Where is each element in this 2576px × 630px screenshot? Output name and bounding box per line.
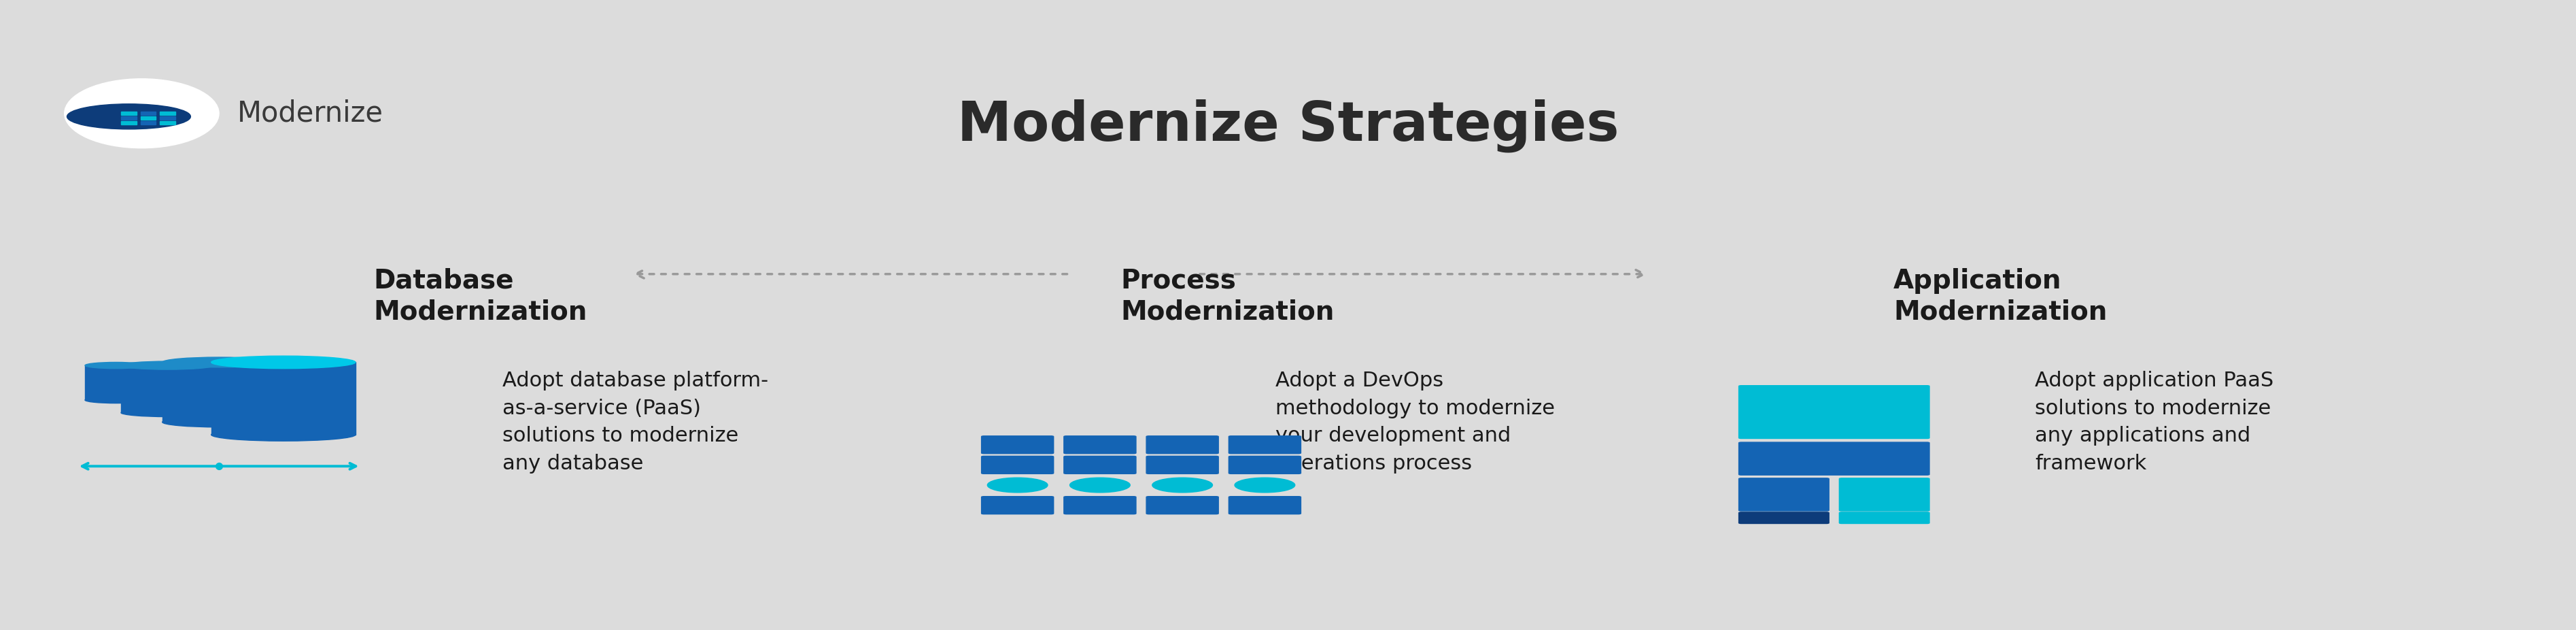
FancyBboxPatch shape: [1229, 496, 1301, 514]
Text: Database
Modernization: Database Modernization: [374, 268, 587, 324]
FancyBboxPatch shape: [1146, 496, 1218, 514]
FancyBboxPatch shape: [1064, 496, 1136, 514]
Ellipse shape: [121, 362, 214, 369]
Ellipse shape: [64, 79, 219, 148]
FancyBboxPatch shape: [1064, 436, 1136, 454]
FancyBboxPatch shape: [121, 365, 214, 413]
Ellipse shape: [162, 357, 276, 367]
Ellipse shape: [211, 428, 355, 441]
FancyBboxPatch shape: [1064, 456, 1136, 474]
Ellipse shape: [121, 409, 214, 417]
FancyBboxPatch shape: [1229, 456, 1301, 474]
FancyBboxPatch shape: [162, 362, 276, 422]
FancyBboxPatch shape: [1839, 478, 1929, 511]
Ellipse shape: [1069, 478, 1131, 493]
FancyBboxPatch shape: [1229, 436, 1301, 454]
Bar: [160, 112, 175, 115]
FancyBboxPatch shape: [1739, 386, 1929, 438]
Text: Adopt application PaaS
solutions to modernize
any applications and
framework: Adopt application PaaS solutions to mode…: [2035, 371, 2275, 473]
Bar: [139, 116, 155, 120]
Bar: [160, 121, 175, 125]
Bar: [139, 121, 155, 125]
FancyBboxPatch shape: [981, 436, 1054, 454]
FancyBboxPatch shape: [1146, 436, 1218, 454]
Ellipse shape: [1151, 478, 1213, 493]
Ellipse shape: [67, 104, 191, 129]
Text: Process
Modernization: Process Modernization: [1121, 268, 1334, 324]
Bar: [160, 116, 175, 120]
Text: Adopt a DevOps
methodology to modernize
your development and
operations process: Adopt a DevOps methodology to modernize …: [1275, 371, 1553, 473]
Bar: [139, 112, 155, 115]
FancyBboxPatch shape: [1739, 442, 1929, 475]
Bar: [121, 116, 137, 120]
Ellipse shape: [987, 478, 1048, 493]
Bar: [121, 121, 137, 125]
FancyBboxPatch shape: [1739, 478, 1829, 511]
FancyBboxPatch shape: [211, 362, 355, 435]
FancyBboxPatch shape: [85, 365, 147, 400]
FancyBboxPatch shape: [981, 496, 1054, 514]
FancyBboxPatch shape: [1839, 512, 1929, 524]
Ellipse shape: [85, 397, 147, 403]
Ellipse shape: [1234, 478, 1296, 493]
Text: Adopt database platform-
as-a-service (PaaS)
solutions to modernize
any database: Adopt database platform- as-a-service (P…: [502, 371, 768, 473]
FancyBboxPatch shape: [1739, 512, 1829, 524]
Ellipse shape: [162, 417, 276, 427]
Bar: [121, 112, 137, 115]
Text: Application
Modernization: Application Modernization: [1893, 268, 2107, 324]
FancyBboxPatch shape: [981, 456, 1054, 474]
Ellipse shape: [85, 362, 147, 369]
Text: Modernize Strategies: Modernize Strategies: [958, 100, 1618, 152]
Ellipse shape: [211, 356, 355, 369]
FancyBboxPatch shape: [1146, 456, 1218, 474]
Text: Modernize: Modernize: [237, 99, 384, 128]
